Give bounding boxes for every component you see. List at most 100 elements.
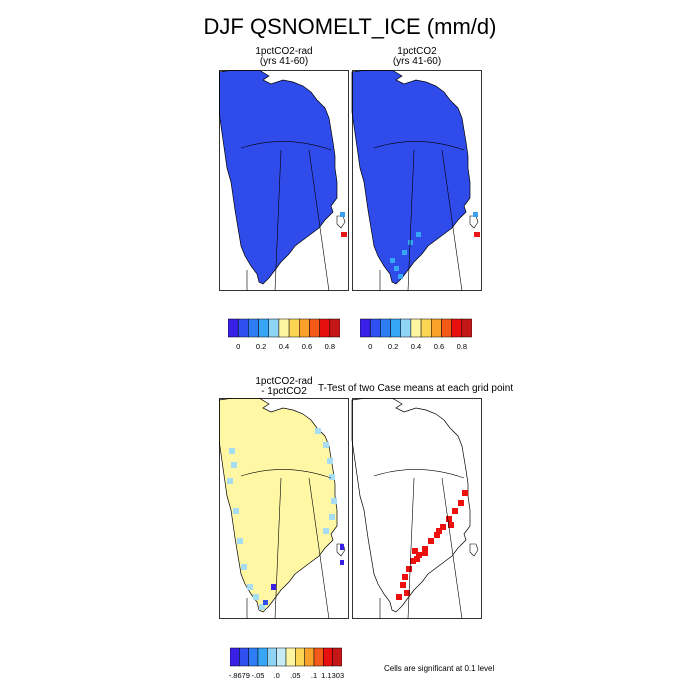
meridian-line — [274, 477, 282, 619]
significant-cell — [462, 490, 468, 496]
colorbar-box — [390, 318, 401, 338]
grid-cell — [315, 428, 321, 434]
grid-cell — [341, 232, 347, 237]
colorbar-box — [309, 318, 320, 338]
latitude-line — [373, 141, 465, 151]
colorbar-top-right — [360, 318, 472, 338]
greenland-coastline — [219, 70, 338, 285]
significant-cell — [414, 556, 420, 562]
colorbar-tick-label: -.05 — [251, 671, 265, 680]
grid-cell — [233, 508, 239, 514]
grid-cell — [259, 604, 265, 610]
meridian-line — [274, 149, 282, 291]
grid-cell — [340, 544, 344, 550]
significant-cell — [452, 508, 458, 514]
panel-title-line1: 1pctCO2-rad — [255, 376, 313, 387]
colorbar-box — [304, 647, 315, 667]
colorbar-box — [228, 318, 239, 338]
grid-cell — [394, 266, 399, 271]
colorbar-box — [431, 318, 442, 338]
grid-cell — [229, 448, 235, 454]
grid-cell — [398, 274, 403, 279]
colorbar-tick-label: .1 — [310, 671, 318, 680]
colorbar-box — [323, 647, 333, 667]
grid-cell — [474, 232, 480, 237]
panel-title-line1: 1pctCO2 — [397, 46, 437, 57]
meridian-line — [407, 477, 415, 619]
latitude-line — [240, 141, 332, 151]
greenland-coastline — [219, 398, 338, 613]
significant-cell — [422, 550, 428, 556]
grid-cell — [331, 498, 337, 504]
graticule — [240, 469, 332, 619]
island-coastline — [336, 215, 346, 229]
graticule — [240, 141, 332, 291]
significant-cell — [440, 524, 446, 530]
significant-cell — [396, 594, 402, 600]
colorbar-box — [276, 647, 287, 667]
colorbar-box — [332, 647, 342, 667]
colorbar-box — [400, 318, 412, 338]
significant-cell — [436, 528, 442, 534]
panel-title-line2: - 1pctCO2 — [261, 386, 307, 397]
colorbar-box — [410, 318, 422, 338]
grid-cell — [340, 212, 345, 217]
grid-cell — [329, 474, 335, 480]
colorbar-tick-label: 0.8 — [324, 342, 336, 351]
colorbar-box — [441, 318, 452, 338]
grid-cell — [237, 538, 243, 544]
meridian-line — [441, 477, 463, 619]
island-coastline — [469, 215, 479, 229]
colorbar-top-right-labels: 0 0.2 0.4 0.6 0.8 — [360, 342, 472, 354]
colorbar-tick-label: 0.2 — [387, 342, 399, 351]
significant-cell — [412, 548, 418, 554]
meridian-line — [308, 149, 330, 291]
panel-title-bottom-right: T-Test of two Case means at each grid po… — [318, 383, 514, 394]
panel-title-top-right: 1pctCO2 (yrs 41-60) — [351, 47, 483, 67]
colorbar-box — [248, 647, 259, 667]
grid-cell — [253, 594, 259, 600]
grid-cell — [329, 514, 335, 520]
colorbar-box — [257, 647, 268, 667]
colorbar-box — [451, 318, 463, 338]
colorbar-box — [278, 318, 290, 338]
colorbar-box — [313, 647, 324, 667]
colorbar-box — [267, 647, 277, 667]
grid-cell — [263, 600, 268, 605]
snowmelt-field — [351, 70, 480, 285]
significant-cell — [428, 538, 434, 544]
grid-cell — [473, 212, 478, 217]
coastline — [351, 398, 479, 613]
graticule — [373, 141, 465, 291]
colorbar-box — [295, 647, 305, 667]
colorbar-box — [268, 318, 280, 338]
colorbar-box — [329, 318, 340, 338]
significant-cell — [446, 516, 452, 522]
map-panel-bottom-left — [219, 398, 349, 619]
significant-cells — [396, 490, 468, 600]
colorbar-box — [248, 318, 259, 338]
colorbar-box — [239, 647, 249, 667]
meridian-line — [407, 149, 415, 291]
colorbar-tick-label: 0.6 — [301, 342, 313, 351]
significant-cell — [404, 590, 410, 596]
map-panel-top-left — [219, 70, 349, 291]
significant-cell — [458, 500, 464, 506]
significant-cell — [406, 566, 412, 572]
grid-cell — [327, 458, 333, 464]
colorbar-tick-label: 0.4 — [278, 342, 290, 351]
colorbar-box — [285, 647, 296, 667]
colorbar-tick-label: 0.2 — [255, 342, 267, 351]
colorbar-tick-label: 0.6 — [433, 342, 445, 351]
map-panel-bottom-right — [351, 398, 482, 619]
significant-cell — [402, 574, 408, 580]
colorbar-tick-label: 0.8 — [456, 342, 468, 351]
colorbar-box — [360, 318, 371, 338]
grid-cell — [323, 528, 329, 534]
colorbar-box — [369, 318, 381, 338]
colorbar-tick-label: .0 — [273, 671, 280, 680]
latitude-line — [240, 469, 332, 479]
significant-cell — [434, 532, 440, 538]
colorbar-box — [258, 318, 269, 338]
grid-cell — [227, 478, 233, 484]
